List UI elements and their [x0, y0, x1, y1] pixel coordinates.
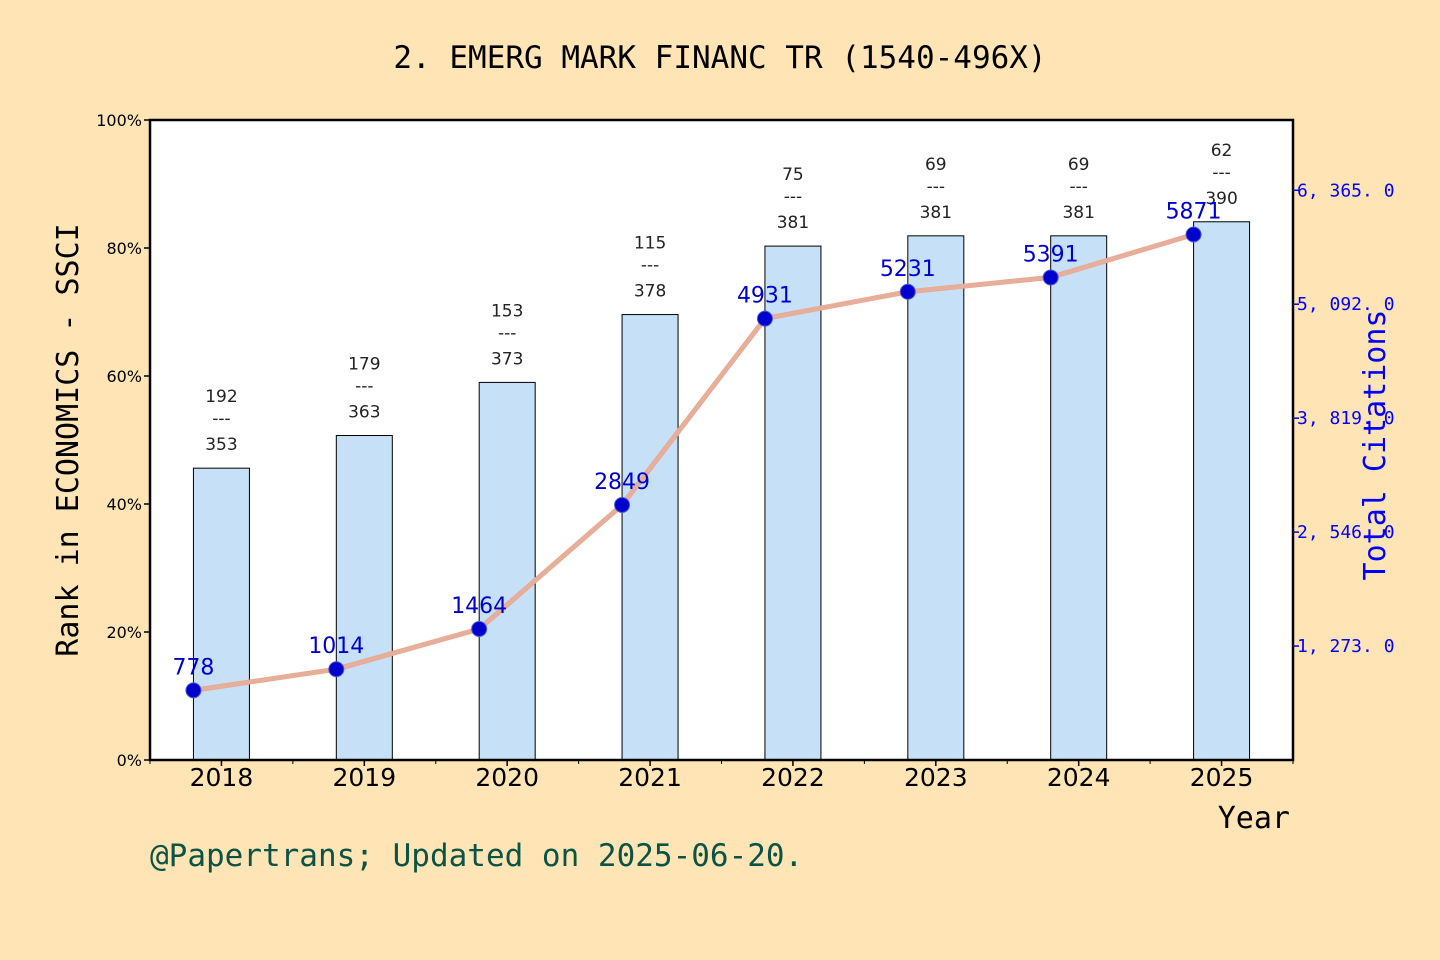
x-axis: 2018 2019 2020 2021 2022 2023 2024 2025 [149, 760, 1294, 792]
citation-point-2018 [185, 682, 202, 699]
rank-separator-2019: --- [355, 377, 373, 397]
citation-label-2021: 2849 [594, 470, 650, 495]
citation-label-2022: 4931 [737, 284, 793, 309]
y-tick-label: 0% [117, 751, 142, 770]
y-tick-label: 60% [106, 367, 142, 386]
rank-total-2018: 353 [205, 435, 237, 455]
rank-bar-2025 [1193, 221, 1251, 761]
rank-label-2023: 69 [925, 155, 947, 175]
citation-label-2020: 1464 [451, 594, 507, 619]
citation-label-2018: 778 [172, 655, 214, 680]
rank-total-2021: 378 [634, 282, 666, 302]
rank-bar-2024 [1050, 235, 1108, 761]
x-tick-label: 2021 [618, 763, 682, 792]
y-tick-label: 40% [106, 495, 142, 514]
rank-total-2024: 381 [1062, 203, 1094, 223]
y-tick-label: 100% [96, 111, 142, 130]
citation-point-2019 [328, 661, 345, 678]
citation-point-2023 [899, 283, 916, 300]
y2-tick-label: 3, 819. 0 [1297, 408, 1395, 429]
y-tick-label: 80% [106, 239, 142, 258]
footer-credit: @Papertrans; Updated on 2025-06-20. [150, 838, 803, 874]
rank-bar-2020 [478, 381, 536, 761]
citation-line [193, 232, 1195, 693]
rank-label-2024: 69 [1068, 155, 1090, 175]
citation-label-2019: 1014 [308, 634, 364, 659]
rank-separator-2020: --- [498, 323, 516, 343]
citation-label-2024: 5391 [1023, 242, 1079, 267]
left-axis: 0% 20% 40% 60% 80% 100% [96, 111, 150, 770]
rank-label-2022: 75 [782, 165, 804, 185]
rank-total-2023: 381 [920, 203, 952, 223]
y2-axis-label: Total Citations [1358, 310, 1393, 581]
rank-label-2020: 153 [491, 301, 523, 321]
y2-tick-label: 6, 365. 0 [1297, 180, 1395, 201]
rank-total-2022: 381 [777, 213, 809, 233]
x-tick-label: 2024 [1047, 763, 1111, 792]
rank-separator-2021: --- [641, 256, 659, 276]
chart-title: 2. EMERG MARK FINANC TR (1540-496X) [393, 40, 1046, 76]
rank-bar-2021 [621, 314, 679, 761]
rank-label-2019: 179 [348, 355, 380, 375]
rank-separator-2023: --- [927, 177, 945, 197]
rank-label-2018: 192 [205, 387, 237, 407]
y-tick-label: 20% [106, 623, 142, 642]
rank-label-2025: 62 [1211, 141, 1233, 161]
x-tick-label: 2020 [475, 763, 539, 792]
citation-point-2022 [756, 310, 773, 327]
x-tick-label: 2025 [1190, 763, 1254, 792]
rank-bar-2019 [335, 435, 393, 761]
rank-separator-2018: --- [212, 409, 230, 429]
rank-labels-layer: 192---353179---363153---373115---37875--… [205, 141, 1238, 455]
rank-bar-2023 [907, 235, 965, 761]
x-tick-label: 2018 [190, 763, 254, 792]
rank-separator-2024: --- [1069, 177, 1087, 197]
bars-layer [192, 221, 1251, 761]
right-axis: 1, 273. 0 2, 546. 0 3, 819. 0 5, 092. 0 6, 3… [1293, 180, 1395, 657]
rank-total-2019: 363 [348, 403, 380, 423]
citation-line-highlight [193, 232, 1195, 693]
citation-point-2024 [1042, 269, 1059, 286]
y2-tick-label: 1, 273. 0 [1297, 636, 1395, 657]
rank-separator-2025: --- [1212, 163, 1230, 183]
y-axis-label: Rank in ECONOMICS - SSCI [51, 223, 86, 656]
rank-total-2025: 390 [1205, 189, 1237, 209]
y2-tick-label: 5, 092. 0 [1297, 294, 1395, 315]
x-tick-label: 2022 [761, 763, 825, 792]
citation-point-2020 [471, 620, 488, 637]
citation-line-layer: 778 1014 1464 2849 4931 5231 5391 5871 [172, 199, 1222, 699]
rank-bar-2022 [764, 245, 822, 761]
rank-bar-2018 [192, 467, 250, 761]
citation-label-2023: 5231 [880, 257, 936, 282]
x-tick-label: 2023 [904, 763, 968, 792]
y2-tick-label: 2, 546. 0 [1297, 522, 1395, 543]
citation-point-2025 [1185, 226, 1202, 243]
citation-point-2021 [614, 496, 631, 513]
rank-total-2020: 373 [491, 349, 523, 369]
x-axis-label: Year [1218, 801, 1290, 836]
x-tick-label: 2019 [333, 763, 397, 792]
citation-label-2025: 5871 [1166, 199, 1222, 224]
plot-area [150, 120, 1293, 760]
rank-label-2021: 115 [634, 234, 666, 254]
rank-separator-2022: --- [784, 187, 802, 207]
